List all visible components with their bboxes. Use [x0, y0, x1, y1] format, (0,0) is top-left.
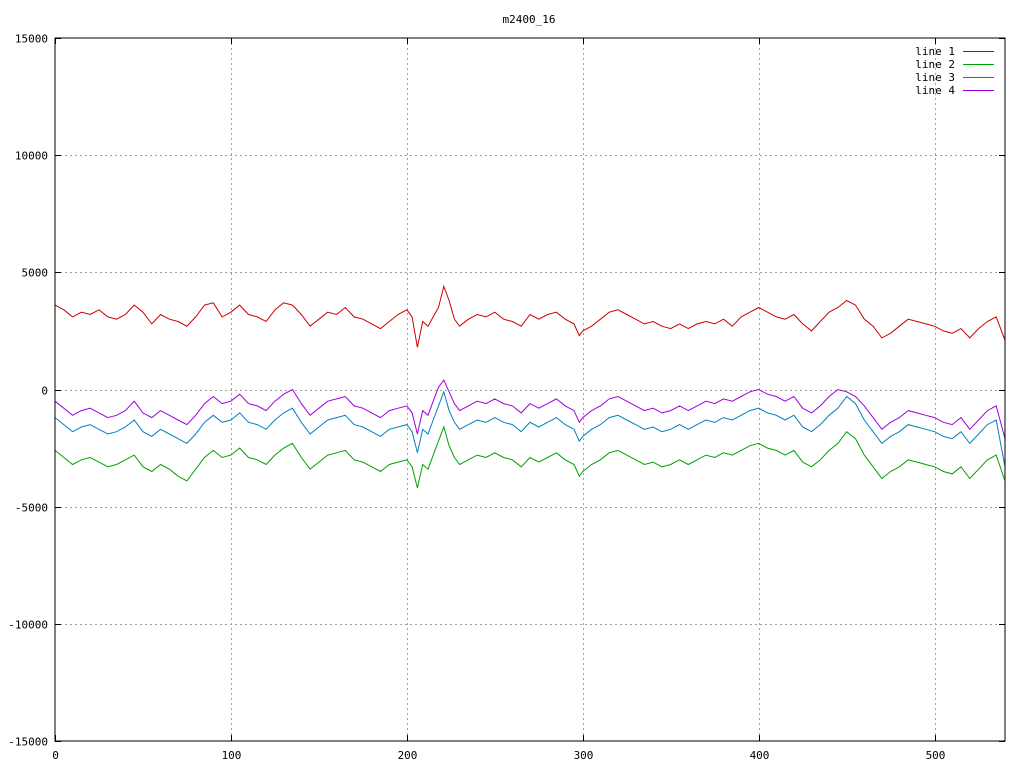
series-line-3: [54, 390, 1006, 467]
y-tick-label: 10000: [15, 150, 48, 163]
plot-frame: [54, 37, 1006, 742]
y-tick-label: -10000: [8, 619, 48, 632]
axis-ticks: 15000 10000 5000 0 -5000 -10000 -15000 0 100 200 3…: [8, 33, 1005, 762]
legend-label-3: line 3: [915, 71, 955, 84]
x-tick-label: 200: [398, 749, 418, 762]
series-line-1: [54, 284, 1006, 348]
x-tick-label: 100: [222, 749, 242, 762]
legend-label-1: line 1: [915, 45, 955, 58]
y-tick-label: 5000: [22, 267, 49, 280]
legend-label-4: line 4: [915, 84, 955, 97]
y-tick-label: 0: [41, 385, 48, 398]
series-lines: [54, 284, 1006, 489]
legend-label-2: line 2: [915, 58, 955, 71]
chart-title: m2400_16: [503, 13, 556, 26]
series-line-2: [54, 425, 1006, 489]
y-tick-label: 15000: [15, 33, 48, 46]
grid: [55, 38, 1005, 741]
y-tick-label: -15000: [8, 736, 48, 749]
x-tick-label: 500: [926, 749, 946, 762]
y-tick-label: -5000: [15, 502, 48, 515]
x-tick-label: 300: [574, 749, 594, 762]
x-tick-label: 400: [750, 749, 770, 762]
x-tick-label: 0: [52, 749, 59, 762]
series-line-4: [54, 379, 1006, 439]
